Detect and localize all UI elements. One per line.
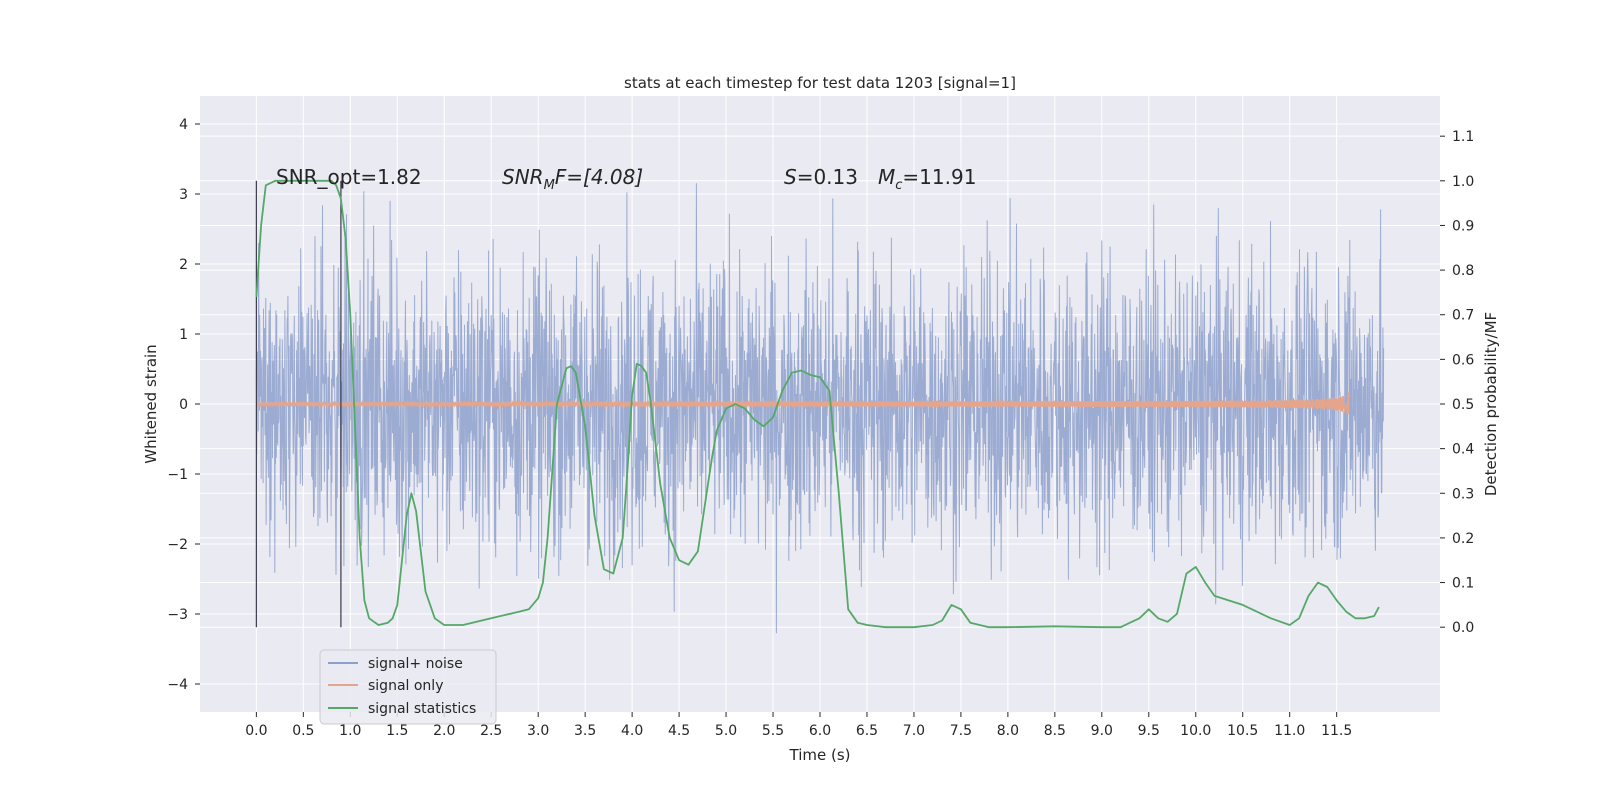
annotation-s: S=0.13 [784,165,858,189]
vertical-markers [255,180,342,628]
y-tick-label: 3 [179,187,188,203]
x-tick-label: 9.5 [1138,723,1160,739]
x-tick-label: 9.0 [1091,723,1113,739]
legend-label-signal-statistics: signal statistics [368,701,476,717]
signal-noise-series [255,183,1385,634]
y2-axis-ticks: 1.1 1.0 0.9 0.8 0.7 0.6 0.5 0.4 0.3 0.2 0.1 0.0 [1440,129,1474,636]
y2-tick-label: 0.6 [1452,352,1474,368]
y-axis-ticks: 4 3 2 1 0 −1 −2 −3 −4 [167,117,200,693]
y2-axis-label: Detection probability/MF [1482,312,1500,496]
y-tick-label: −3 [167,607,188,623]
x-tick-label: 4.0 [621,723,643,739]
x-tick-label: 8.0 [997,723,1019,739]
y-tick-label: 4 [179,117,188,133]
legend: signal+ noise signal only signal statist… [319,649,497,725]
x-tick-label: 0.0 [245,723,267,739]
x-tick-label: 4.5 [668,723,690,739]
x-tick-label: 2.0 [433,723,455,739]
y2-tick-label: 0.9 [1452,218,1474,234]
y2-tick-label: 1.0 [1452,174,1474,190]
y2-tick-label: 0.5 [1452,397,1474,413]
x-tick-label: 3.0 [527,723,549,739]
x-tick-label: 5.5 [762,723,784,739]
legend-label-signal-noise: signal+ noise [368,656,463,672]
chart-title: stats at each timestep for test data 120… [624,74,1016,92]
y2-tick-label: 0.0 [1452,620,1474,636]
x-tick-label: 0.5 [292,723,314,739]
x-tick-label: 7.5 [950,723,972,739]
annotation-snr-opt: SNR_opt=1.82 [276,165,422,189]
legend-label-signal-only: signal only [368,678,443,694]
y2-tick-label: 0.3 [1452,486,1474,502]
y-axis-label: Whitened strain [142,344,160,463]
y2-tick-label: 1.1 [1452,129,1474,145]
legend-box [319,649,497,725]
x-tick-label: 3.5 [574,723,596,739]
x-tick-label: 8.5 [1044,723,1066,739]
annotation-snr-mf: SNRMF=[4.08] [502,165,643,193]
x-tick-label: 1.0 [339,723,361,739]
signal-statistics-series [255,179,1380,629]
y2-tick-label: 0.7 [1452,308,1474,324]
signal-only-line [255,392,1351,415]
x-tick-label: 10.5 [1227,723,1258,739]
annotation-mc: Mc=11.91 [878,165,976,193]
x-tick-label: 6.5 [856,723,878,739]
y-tick-label: 1 [179,327,188,343]
x-axis-ticks: 0.0 0.5 1.0 1.5 2.0 2.5 3.0 3.5 4.0 4.5 5.0 5.5 6.0 6… [245,712,1352,739]
x-axis-label: Time (s) [789,746,851,764]
x-tick-label: 1.5 [386,723,408,739]
x-tick-label: 11.5 [1321,723,1352,739]
y2-tick-label: 0.8 [1452,263,1474,279]
x-tick-label: 2.5 [480,723,502,739]
y2-tick-label: 0.1 [1452,576,1474,592]
x-tick-label: 7.0 [903,723,925,739]
signal-only-series [255,392,1351,415]
signal-statistics-line [255,179,1380,629]
y2-tick-label: 0.2 [1452,531,1474,547]
x-tick-label: 5.0 [715,723,737,739]
y-tick-label: −2 [167,537,188,553]
y-tick-label: −1 [167,467,188,483]
y-tick-label: 0 [179,397,188,413]
y-tick-label: 2 [179,257,188,273]
y2-tick-label: 0.4 [1452,442,1474,458]
signal-noise-line [255,183,1385,634]
x-tick-label: 6.0 [809,723,831,739]
y-tick-label: −4 [167,677,188,693]
x-tick-label: 10.0 [1180,723,1211,739]
x-tick-label: 11.0 [1274,723,1305,739]
